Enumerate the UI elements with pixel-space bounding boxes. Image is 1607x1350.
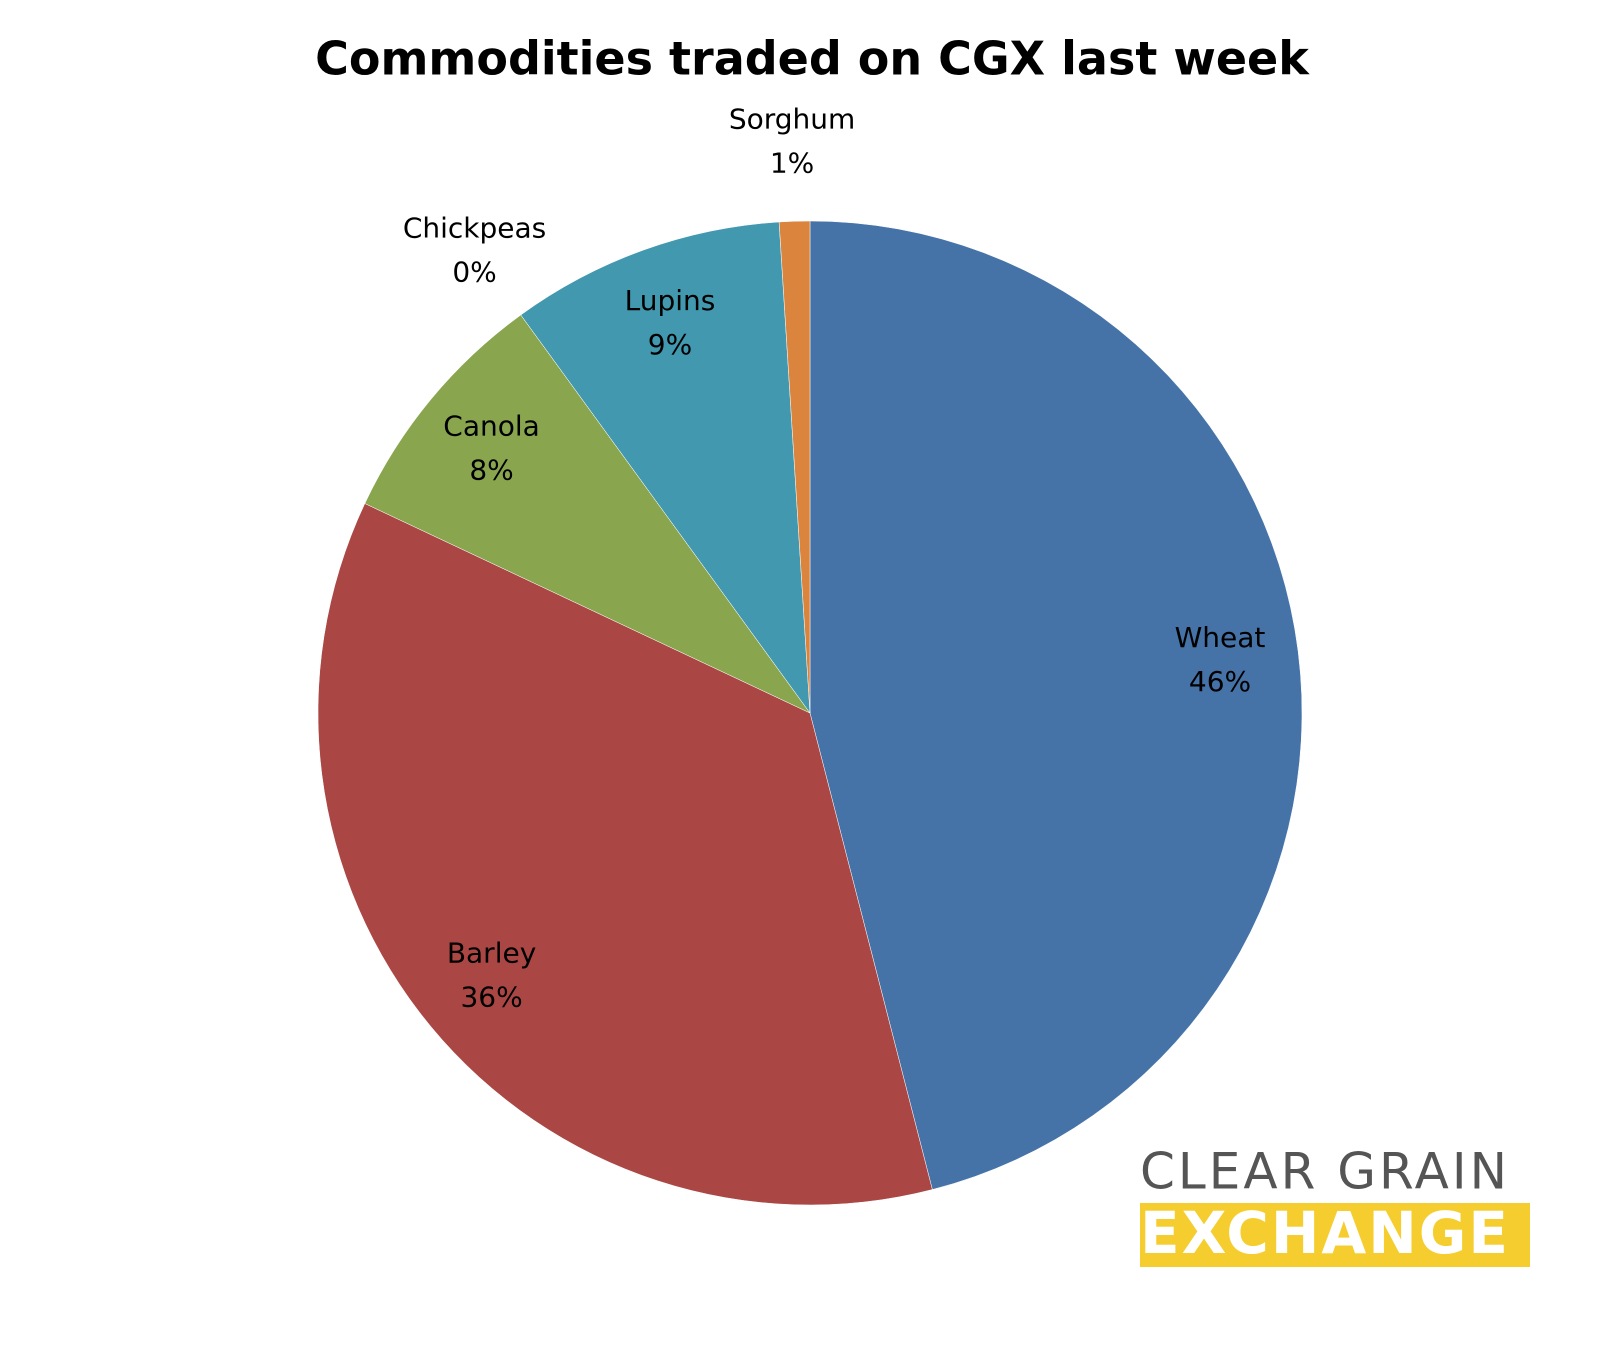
chart-title: Commodities traded on CGX last week: [315, 32, 1310, 86]
logo-band: [1140, 1203, 1530, 1267]
slice-value-label: 1%: [770, 147, 814, 180]
slice-label: Wheat: [1175, 621, 1266, 654]
slice-label: Barley: [447, 936, 536, 969]
slice-value-label: 8%: [469, 454, 513, 487]
slice-value-label: 46%: [1189, 665, 1251, 698]
pie-slice: [778, 220, 811, 714]
slice-label: Lupins: [625, 284, 716, 317]
logo-line2: EXCHANGE: [1140, 1199, 1510, 1267]
slice-value-label: 0%: [452, 255, 496, 288]
logo: CLEAR GRAIN EXCHANGE: [1140, 1143, 1530, 1267]
logo-line1: CLEAR GRAIN: [1140, 1143, 1510, 1201]
slice-label: Chickpeas: [403, 211, 546, 244]
slice-value-label: 36%: [460, 980, 522, 1013]
pie-slice: [809, 220, 1303, 1190]
slice-label: Sorghum: [729, 103, 855, 136]
pie-slice: [520, 221, 811, 714]
slice-value-label: 9%: [648, 328, 692, 361]
pie-slice: [364, 314, 811, 714]
pie-slice: [317, 503, 933, 1206]
slice-label: Canola: [443, 410, 540, 443]
